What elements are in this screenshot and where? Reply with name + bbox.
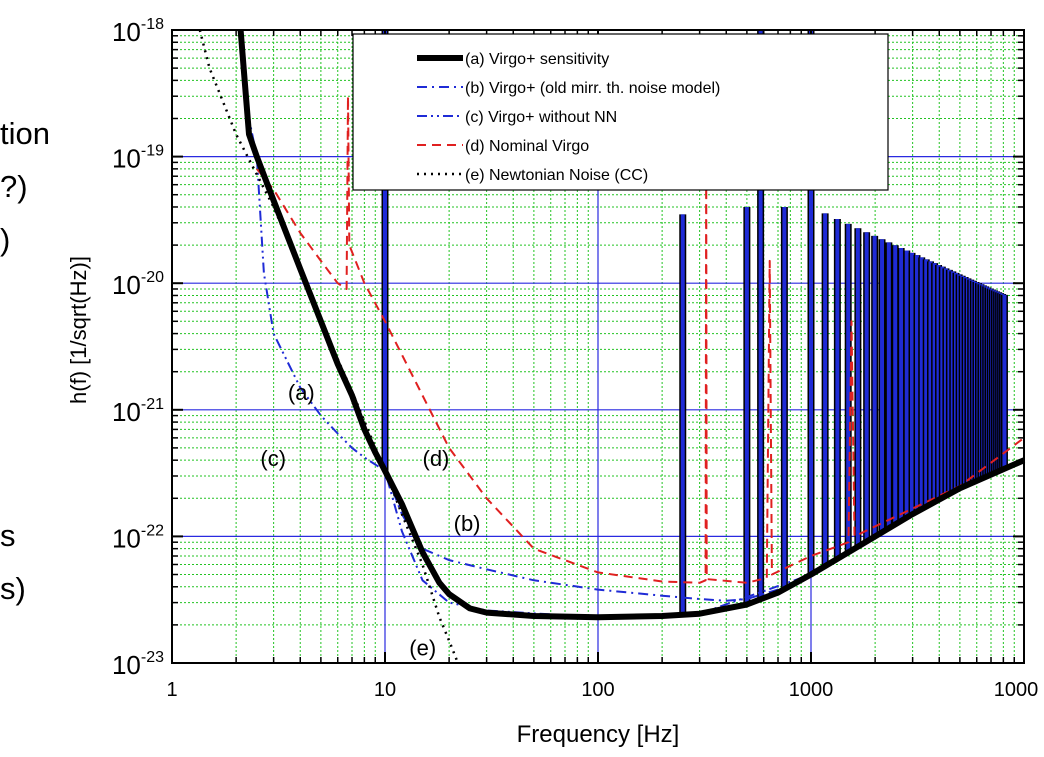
curve-annotation: (e) (409, 635, 436, 660)
y-tick-label: 10-23 (112, 649, 164, 680)
y-tick-label: 10-18 (112, 16, 164, 47)
y-tick-label: 10-21 (112, 396, 164, 427)
legend-label: (c) Virgo+ without NN (465, 109, 617, 126)
curve-annotation: (c) (260, 446, 286, 471)
slide-text-fragment-3: ) (0, 222, 11, 257)
curve-annotation: (b) (454, 511, 481, 536)
series-line-d (256, 95, 1025, 584)
legend-label: (b) Virgo+ (old mirr. th. noise model) (465, 80, 720, 97)
annotations: (a) (b) (c) (d) (e) (260, 380, 480, 661)
series-line-a (237, 29, 1026, 621)
x-tick-label: 1000 (994, 679, 1039, 701)
x-tick-label: 100 (581, 679, 614, 701)
legend-label: (a) Virgo+ sensitivity (465, 51, 609, 68)
axis-ticks: 1 10 100 1000 1000 10-18 10-19 10-20 10-21 10-22 1… (112, 16, 1038, 701)
legend: (a) Virgo+ sensitivity (b) Virgo+ (old mi… (352, 33, 889, 191)
x-tick-label: 1000 (789, 679, 834, 701)
legend-label: (e) Newtonian Noise (CC) (465, 167, 648, 184)
legend-label: (d) Nominal Virgo (465, 138, 589, 155)
y-tick-label: 10-22 (112, 522, 164, 553)
x-axis-label: Frequency [Hz] (517, 721, 680, 748)
y-axis-label: h(f) [1/sqrt(Hz)] (66, 256, 91, 404)
slide-text-fragment-1: tion (0, 116, 50, 151)
curve-annotation: (a) (288, 380, 315, 405)
slide-text-fragment-5: s) (0, 571, 26, 606)
series-group (198, 29, 1026, 664)
curve-annotation: (d) (423, 446, 450, 471)
slide-text-fragment-2: ?) (0, 169, 28, 204)
y-tick-label: 10-20 (112, 269, 164, 300)
y-tick-label: 10-19 (112, 143, 164, 174)
x-tick-label: 1 (166, 679, 177, 701)
x-tick-label: 10 (374, 679, 396, 701)
slide-text-fragment-4: s (0, 518, 16, 553)
